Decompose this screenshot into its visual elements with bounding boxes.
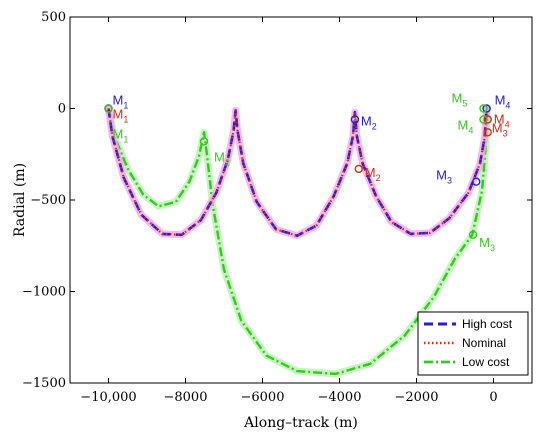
marker-point	[482, 104, 491, 113]
series-glow	[105, 105, 491, 240]
x-tick-label: −10,000	[80, 390, 136, 405]
marker-label: M1	[113, 127, 129, 145]
y-tick-label: −500	[30, 193, 66, 208]
marker-point	[483, 128, 492, 137]
y-tick-label: −1500	[22, 376, 66, 391]
legend-label: Nominal	[462, 336, 506, 350]
x-tick-label: −6000	[241, 390, 285, 405]
marker-point	[199, 137, 209, 146]
series-line	[107, 108, 488, 237]
marker-label: M3	[436, 168, 452, 186]
y-axis-title: Radial (m)	[12, 163, 28, 237]
series-line	[107, 108, 488, 237]
tick-layer: −10,000 −8000 −6000 −4000 −2000 0 −1500 −1000 −5…	[22, 10, 532, 405]
marker-label: M4	[495, 93, 511, 111]
marker-label: M2	[361, 113, 377, 131]
x-tick-label: 0	[489, 390, 497, 405]
marker-label: M5	[451, 91, 467, 109]
x-tick-label: −4000	[318, 390, 362, 405]
marker-label: M2	[214, 149, 230, 167]
x-tick-label: −2000	[395, 390, 439, 405]
marker-point	[468, 230, 478, 239]
marker-point	[104, 104, 113, 113]
marker-point	[350, 115, 360, 124]
legend: High cost Nominal Low cost	[417, 311, 529, 376]
y-tick-label: 0	[58, 102, 66, 117]
marker-label: M2	[365, 165, 381, 183]
y-tick-label: 500	[41, 10, 66, 25]
legend-label: Low cost	[462, 355, 510, 369]
marker-label: M1	[113, 107, 129, 125]
marker-label: M3	[479, 235, 495, 253]
marker-label: M4	[457, 117, 473, 135]
series-layer	[105, 105, 492, 378]
y-tick-label: −1000	[22, 285, 66, 300]
marker-point	[483, 115, 492, 124]
x-tick-label: −8000	[164, 390, 208, 405]
series-line	[107, 108, 489, 376]
marker-label: M3	[492, 120, 508, 138]
marker-point	[354, 164, 363, 174]
marker-point	[471, 177, 481, 186]
legend-label: High cost	[462, 317, 513, 331]
marker-point	[479, 104, 488, 113]
x-axis-title: Along–track (m)	[243, 415, 358, 431]
marker-label: M4	[494, 111, 510, 129]
marker-point	[479, 115, 488, 124]
marker-label: M1	[113, 93, 129, 111]
